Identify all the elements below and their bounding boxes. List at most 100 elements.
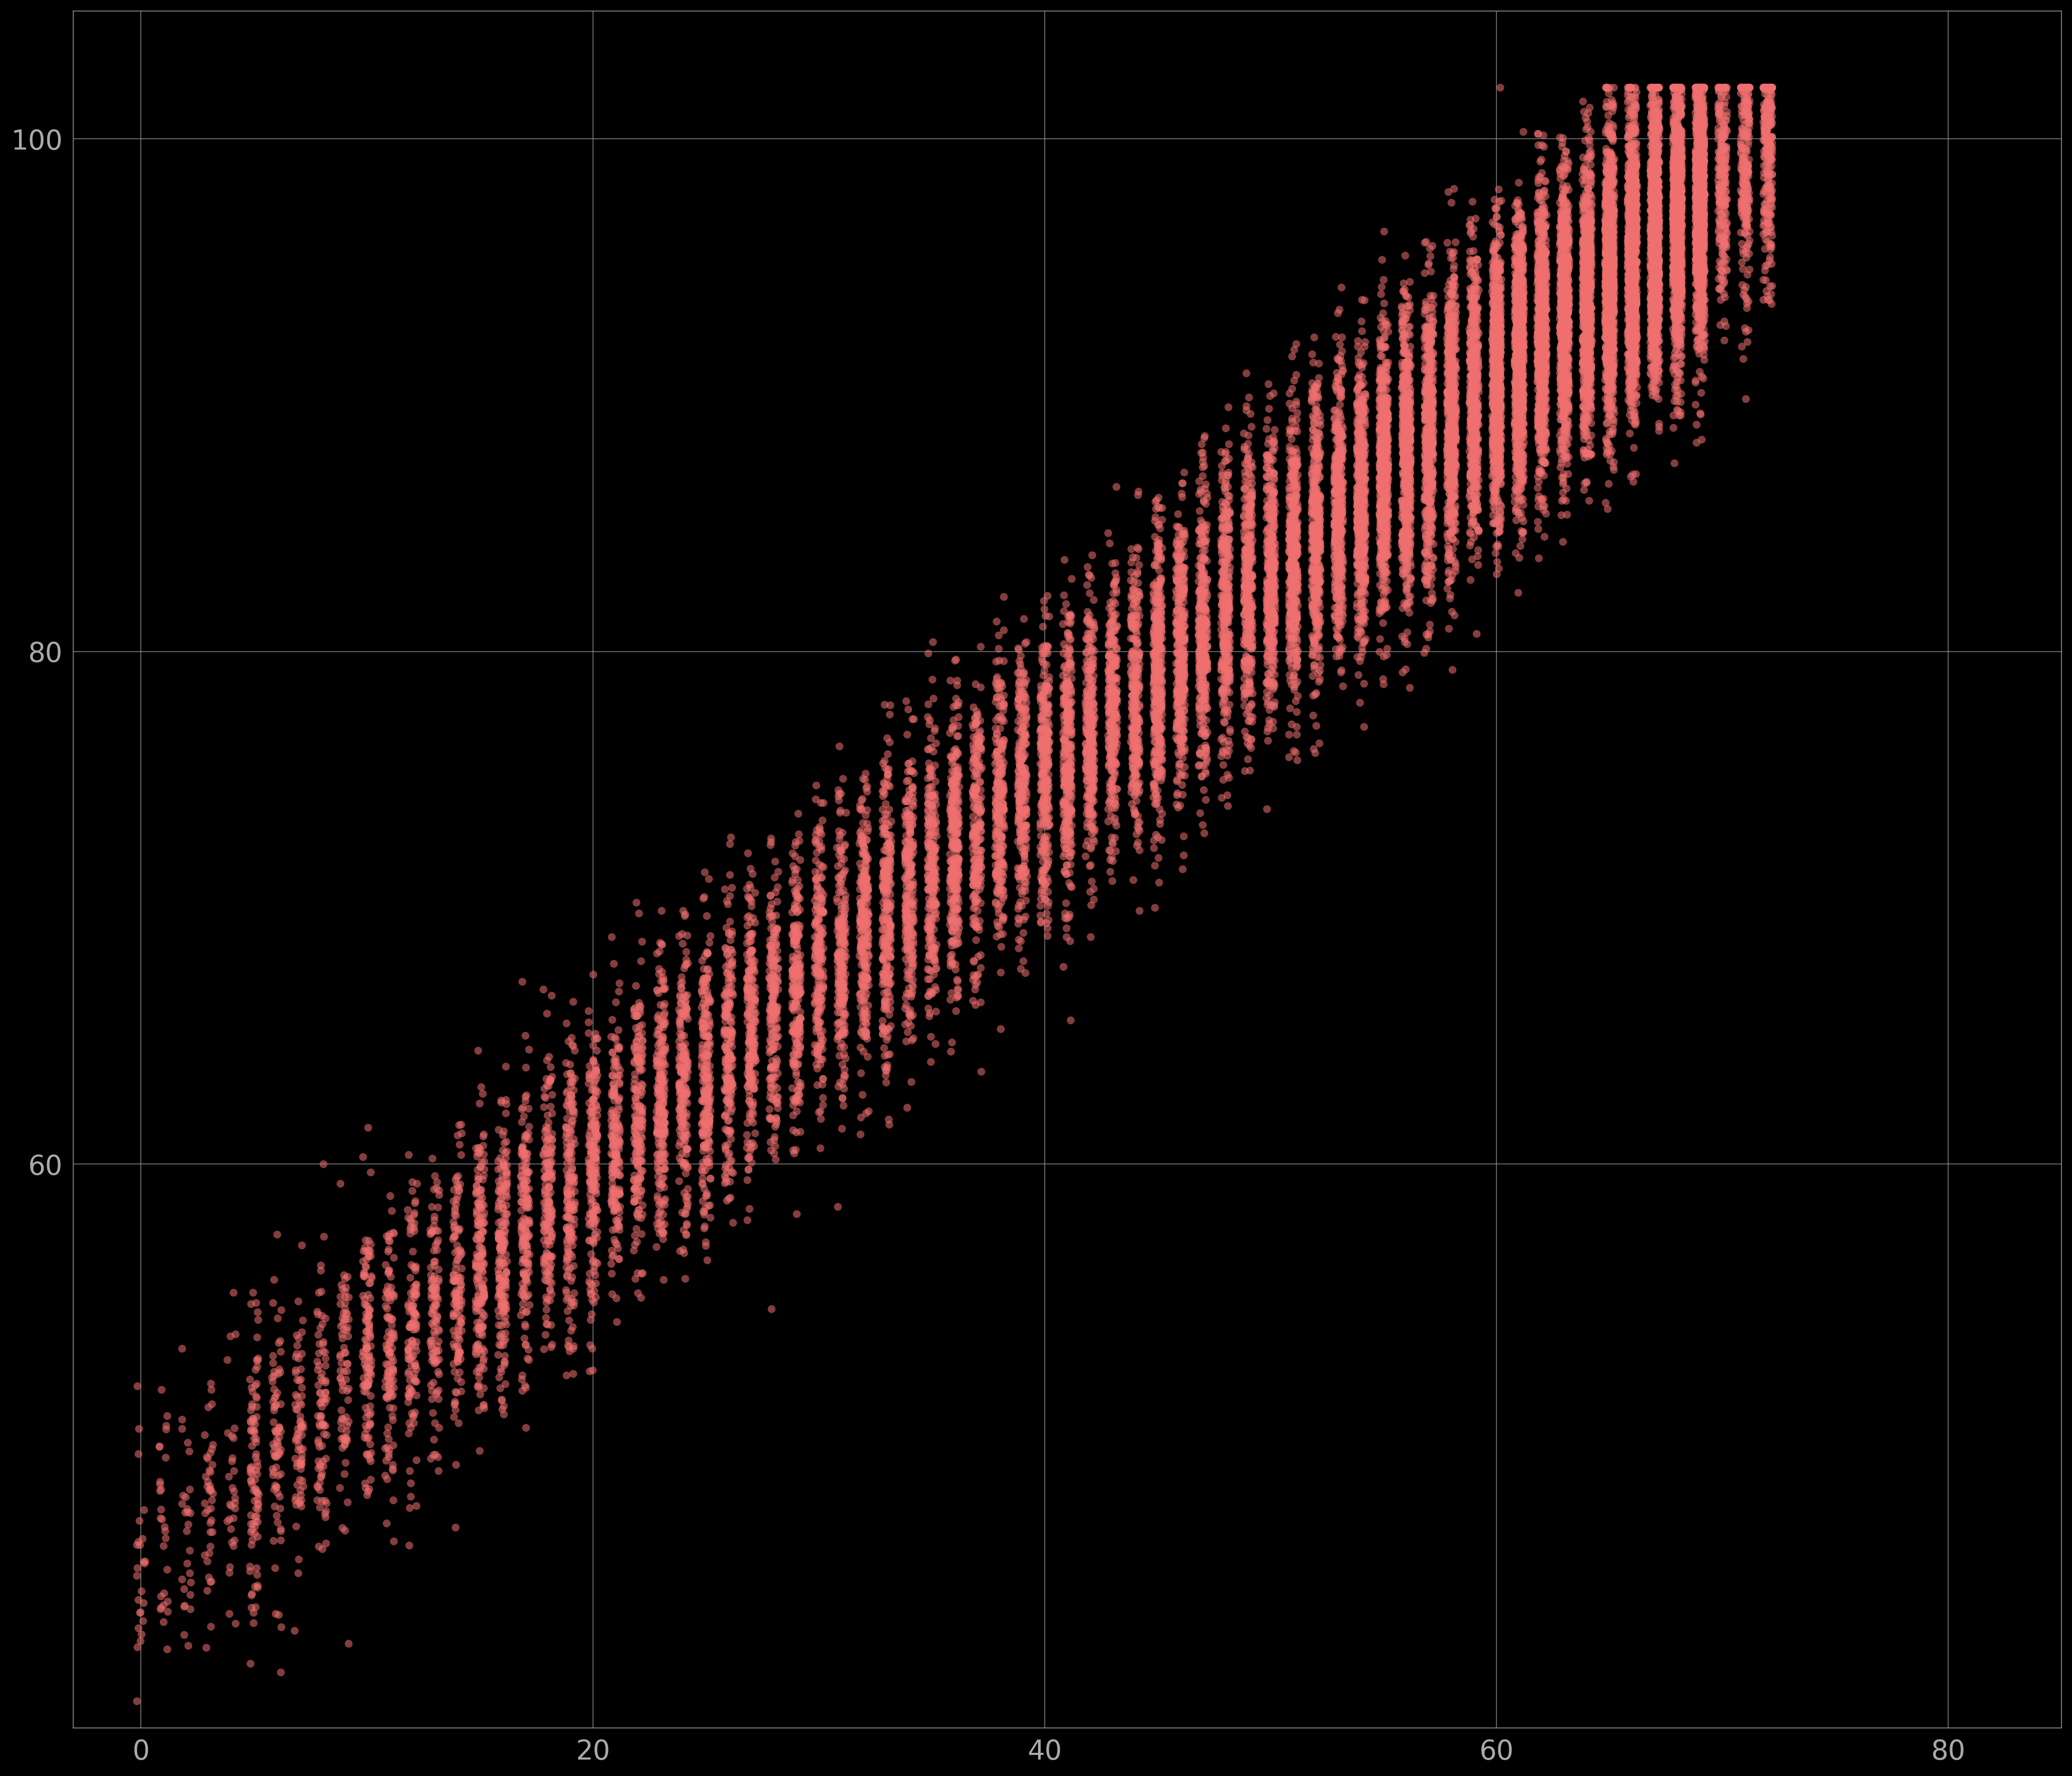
Point: [690, 1144, 723, 1172]
Point: [1529, 238, 1562, 266]
Point: [1370, 428, 1403, 456]
Point: [464, 1318, 497, 1346]
Point: [1390, 446, 1423, 474]
Point: [1593, 206, 1627, 234]
Point: [1525, 240, 1558, 268]
Point: [1481, 414, 1515, 442]
Point: [1662, 286, 1695, 314]
Point: [1728, 85, 1761, 114]
Point: [1436, 375, 1469, 403]
Point: [1591, 268, 1624, 297]
Point: [1347, 478, 1380, 506]
Point: [373, 1378, 406, 1407]
Point: [1753, 139, 1786, 167]
Point: [1001, 716, 1034, 744]
Point: [1724, 73, 1757, 101]
Point: [1637, 156, 1670, 185]
Point: [640, 1003, 673, 1032]
Point: [1529, 297, 1562, 325]
Point: [257, 1437, 290, 1465]
Point: [1612, 242, 1645, 270]
Point: [1455, 277, 1488, 305]
Point: [1436, 433, 1469, 462]
Point: [1411, 435, 1444, 464]
Point: [1635, 231, 1668, 259]
Point: [1612, 204, 1645, 233]
Point: [1550, 213, 1583, 242]
Point: [1169, 602, 1202, 630]
Point: [1598, 268, 1631, 297]
Point: [1318, 577, 1351, 606]
Point: [1664, 366, 1697, 394]
Point: [1612, 282, 1645, 311]
Point: [825, 1083, 858, 1112]
Point: [1664, 160, 1697, 188]
Point: [1274, 556, 1307, 584]
Point: [1140, 709, 1173, 737]
Point: [1658, 350, 1691, 378]
Point: [1548, 435, 1581, 464]
Point: [1455, 460, 1488, 488]
Point: [640, 1046, 673, 1074]
Point: [441, 1320, 474, 1348]
Point: [1575, 364, 1608, 392]
Point: [1477, 336, 1510, 364]
Point: [1678, 201, 1711, 229]
Point: [1635, 75, 1668, 103]
Point: [1682, 242, 1716, 270]
Point: [709, 1000, 742, 1028]
Point: [1119, 625, 1152, 654]
Point: [1254, 549, 1287, 577]
Point: [893, 819, 926, 847]
Point: [1643, 130, 1676, 158]
Point: [1231, 597, 1264, 625]
Point: [1591, 469, 1624, 497]
Point: [963, 845, 997, 874]
Point: [1343, 542, 1376, 570]
Point: [1455, 307, 1488, 336]
Point: [781, 1019, 814, 1048]
Point: [1075, 797, 1109, 826]
Point: [941, 691, 974, 719]
Point: [166, 1405, 199, 1433]
Point: [1529, 330, 1562, 359]
Point: [1525, 337, 1558, 366]
Point: [694, 986, 727, 1014]
Point: [1682, 126, 1716, 155]
Point: [644, 1039, 678, 1067]
Point: [1183, 652, 1216, 680]
Point: [1639, 188, 1672, 217]
Point: [1639, 210, 1672, 238]
Point: [535, 1165, 568, 1193]
Point: [1707, 169, 1740, 197]
Point: [1479, 325, 1513, 353]
Point: [1363, 382, 1397, 410]
Point: [669, 900, 702, 929]
Point: [1523, 337, 1556, 366]
Point: [555, 1130, 588, 1158]
Point: [1523, 435, 1556, 464]
Point: [760, 964, 794, 993]
Point: [506, 1220, 539, 1249]
Point: [1258, 586, 1291, 614]
Point: [1075, 812, 1109, 840]
Point: [1664, 229, 1697, 258]
Point: [692, 1090, 725, 1119]
Point: [1500, 297, 1533, 325]
Point: [1687, 233, 1720, 261]
Point: [984, 707, 1017, 735]
Point: [282, 1545, 315, 1574]
Point: [512, 1209, 545, 1238]
Point: [1569, 204, 1602, 233]
Point: [528, 1181, 562, 1209]
Point: [1415, 387, 1448, 416]
Point: [1370, 391, 1403, 419]
Point: [1639, 217, 1672, 245]
Point: [1140, 600, 1173, 629]
Point: [1208, 503, 1241, 531]
Point: [1235, 657, 1268, 686]
Point: [1144, 673, 1177, 702]
Point: [1280, 602, 1314, 630]
Point: [1409, 460, 1442, 488]
Point: [1682, 158, 1716, 186]
